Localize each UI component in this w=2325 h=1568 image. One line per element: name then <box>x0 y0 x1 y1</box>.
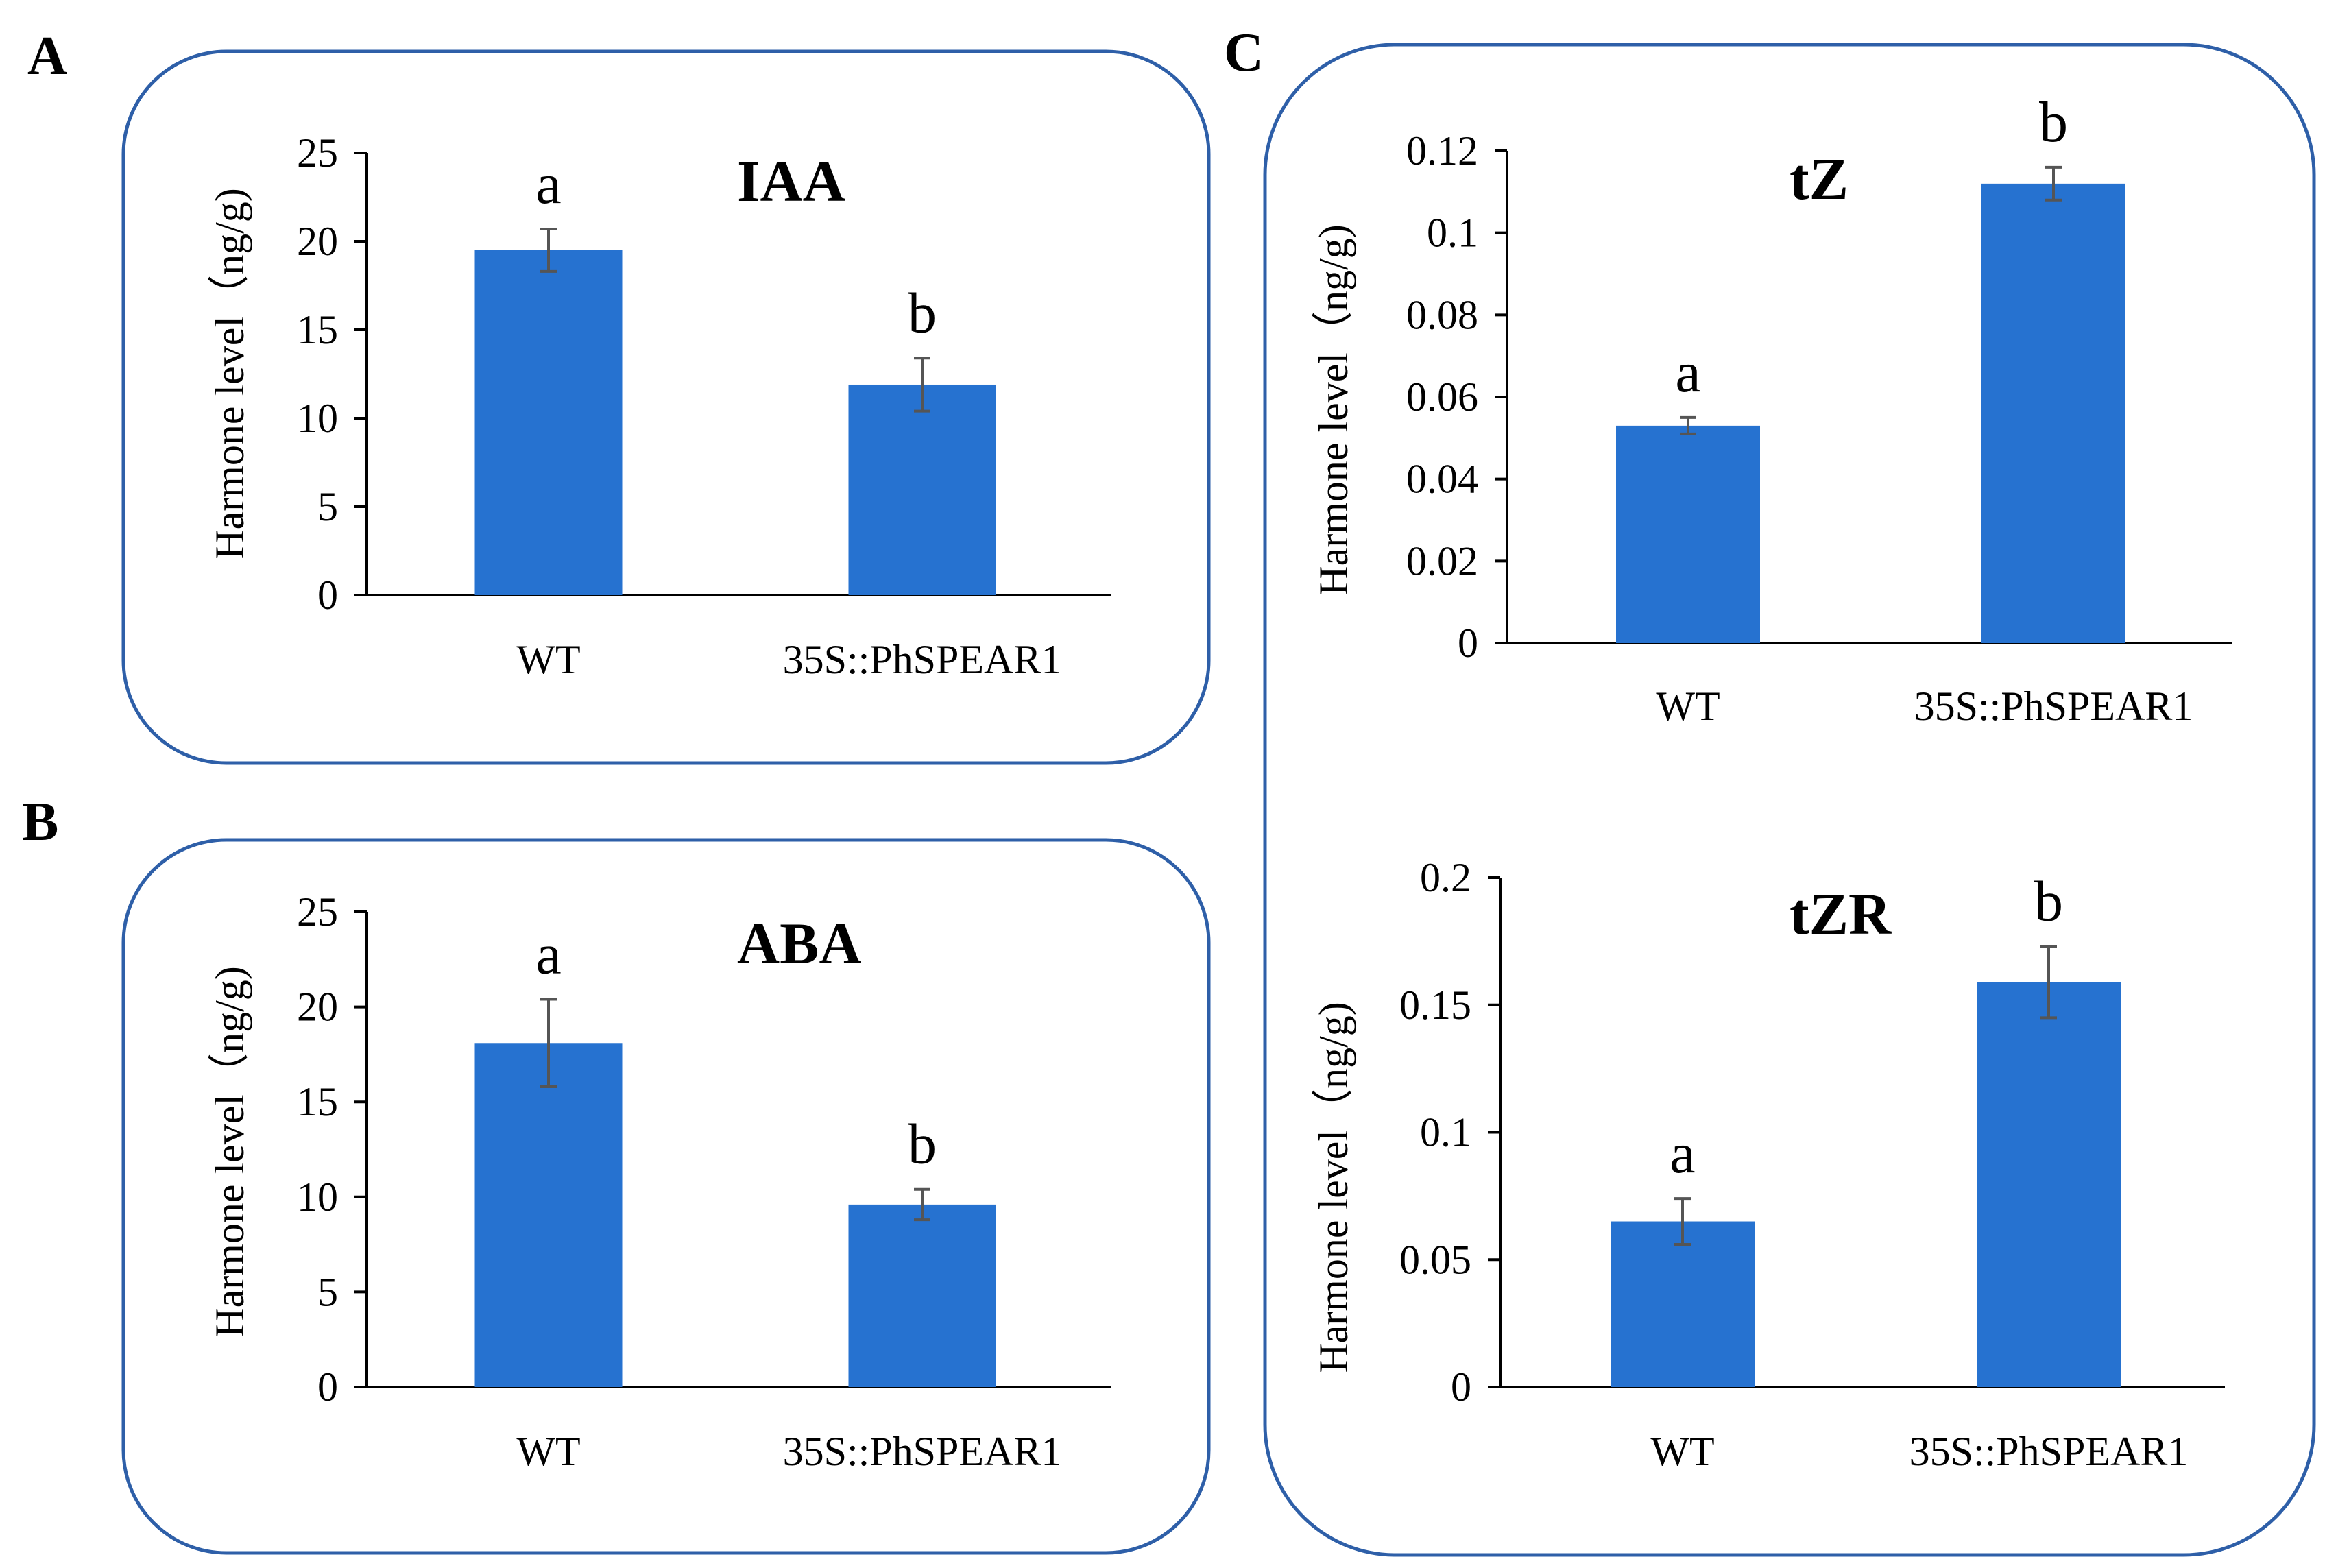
chart-tz: tZ Harmone level（ng/g) 0 0.02 0.04 0.06 0.08… <box>1311 91 2232 729</box>
chart-title: tZR <box>1790 881 1892 947</box>
x-category-label: WT <box>1656 684 1720 729</box>
y-tick-label: 15 <box>297 1079 338 1124</box>
chart-title: ABA <box>737 910 862 976</box>
significance-letter: a <box>1675 341 1700 405</box>
y-tick-label: 5 <box>317 1269 338 1314</box>
y-tick-label: 0.04 <box>1406 457 1478 502</box>
y-tick-label: 15 <box>297 307 338 352</box>
significance-letter: b <box>2039 91 2068 154</box>
y-tick-label: 0 <box>1458 620 1478 666</box>
y-tick-label: 0.1 <box>1420 1110 1471 1155</box>
y-tick-label: 20 <box>297 985 338 1030</box>
x-category-label: 35S::PhSPEAR1 <box>783 1429 1062 1474</box>
bar-35s-phspear1 <box>848 1204 996 1387</box>
bar-35s-phspear1 <box>1981 183 2125 643</box>
y-tick-label: 25 <box>297 130 338 176</box>
y-axis-label: Harmone level（ng/g) <box>1311 1002 1356 1373</box>
significance-letter: a <box>535 923 561 987</box>
y-tick-label: 0 <box>317 1364 338 1410</box>
bar-wt <box>474 250 623 595</box>
y-tick-label: 0.2 <box>1420 855 1471 900</box>
significance-letter: a <box>1670 1122 1695 1185</box>
x-category-label: 35S::PhSPEAR1 <box>1910 1429 2189 1474</box>
significance-letter: b <box>2034 869 2063 933</box>
x-category-label: WT <box>1650 1429 1714 1474</box>
chart-aba: ABA Harmone level（ng/g) 0 5 10 15 20 25 a WT b 35… <box>207 889 1111 1474</box>
panel-letter-c: C <box>1224 23 1264 83</box>
y-tick-label: 10 <box>297 396 338 441</box>
x-category-label: 35S::PhSPEAR1 <box>1914 684 2193 729</box>
x-category-label: 35S::PhSPEAR1 <box>783 637 1062 682</box>
bar-wt <box>474 1043 623 1387</box>
bar-35s-phspear1 <box>1977 982 2121 1387</box>
chart-tzr: tZR Harmone level（ng/g) 0 0.05 0.1 0.15 0.2 a… <box>1311 855 2225 1474</box>
significance-letter: b <box>908 1113 937 1177</box>
y-tick-label: 5 <box>317 484 338 529</box>
x-category-label: WT <box>516 637 580 682</box>
panel-letter-a: A <box>27 26 67 86</box>
chart-title: IAA <box>737 148 845 214</box>
y-tick-label: 0.05 <box>1399 1237 1471 1282</box>
bar-35s-phspear1 <box>848 384 996 595</box>
panel-c-frame <box>1263 43 2316 1557</box>
panel-a-frame <box>121 49 1211 765</box>
y-axis-label: Harmone level（ng/g) <box>207 188 252 559</box>
y-tick-label: 0.12 <box>1406 128 1478 173</box>
y-tick-label: 0.06 <box>1406 374 1478 420</box>
panel-b-frame <box>121 838 1211 1555</box>
bar-wt <box>1611 1221 1755 1387</box>
y-tick-label: 0.15 <box>1399 982 1471 1028</box>
y-tick-label: 20 <box>297 219 338 264</box>
y-tick-label: 0 <box>317 572 338 618</box>
y-tick-label: 0 <box>1451 1364 1471 1410</box>
y-tick-label: 0.02 <box>1406 538 1478 583</box>
x-category-label: WT <box>516 1429 580 1474</box>
significance-letter: a <box>535 152 561 216</box>
y-tick-label: 0.1 <box>1427 210 1478 256</box>
y-tick-label: 25 <box>297 889 338 934</box>
y-axis-label: Harmone level（ng/g) <box>1311 224 1356 596</box>
bar-wt <box>1616 425 1760 643</box>
chart-iaa: IAA Harmone level（ng/g) 0 5 10 15 20 25 a WT b 35… <box>207 130 1111 682</box>
y-tick-label: 0.08 <box>1406 292 1478 337</box>
significance-letter: b <box>908 281 937 345</box>
y-tick-label: 10 <box>297 1174 338 1220</box>
y-axis-label: Harmone level（ng/g) <box>207 966 252 1338</box>
chart-title: tZ <box>1790 146 1848 212</box>
panel-letter-b: B <box>22 792 58 852</box>
